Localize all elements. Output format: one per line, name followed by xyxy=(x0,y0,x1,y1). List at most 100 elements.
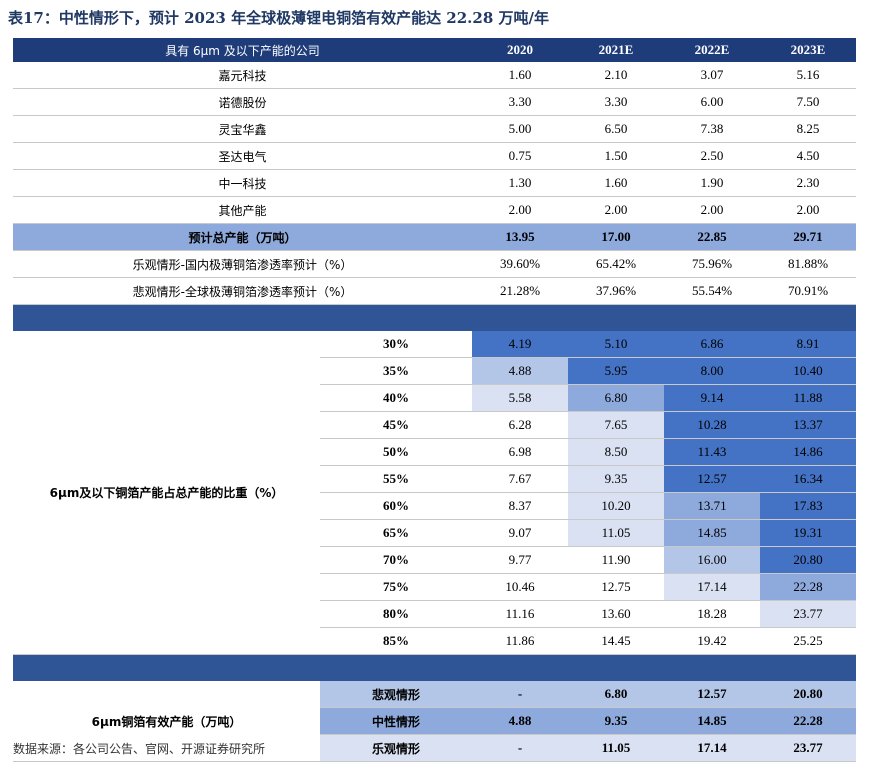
scenario-value: 17.14 xyxy=(664,734,760,762)
company-name: 其他产能 xyxy=(13,196,472,224)
ratio-value: 12.57 xyxy=(664,465,760,493)
value-cell: 4.50 xyxy=(760,142,856,170)
ratio-value: 11.86 xyxy=(472,627,568,655)
penetration-value: 75.96% xyxy=(664,250,760,278)
ratio-value: 6.80 xyxy=(568,384,664,412)
scenario-name: 乐观情形 xyxy=(320,734,472,762)
penetration-value: 55.54% xyxy=(664,277,760,305)
ratio-value: 12.75 xyxy=(568,573,664,601)
ratio-row: 6μm及以下铜箔产能占总产能的比重（%） 30% 4.19 5.10 6.86 8.91 xyxy=(13,331,856,655)
ratio-percent: 80% xyxy=(320,600,472,628)
ratio-value: 6.86 xyxy=(664,331,760,358)
company-name: 中一科技 xyxy=(13,169,472,197)
ratio-value: 19.31 xyxy=(760,519,856,547)
value-cell: 5.00 xyxy=(472,115,568,143)
ratio-value: 20.80 xyxy=(760,546,856,574)
ratio-row: 55% 7.67 9.35 12.57 16.34 xyxy=(13,465,856,493)
scenario-value: 23.77 xyxy=(760,734,856,762)
penetration-value: 81.88% xyxy=(760,250,856,278)
ratio-row: 80% 11.16 13.60 18.28 23.77 xyxy=(13,600,856,628)
value-cell: 3.07 xyxy=(664,62,760,89)
ratio-value: 10.20 xyxy=(568,492,664,520)
value-cell: 2.00 xyxy=(760,196,856,224)
penetration-row: 悲观情形-全球极薄铜箔渗透率预计（%） 21.28% 37.96% 55.54% 70.… xyxy=(13,277,856,305)
company-row: 其他产能 2.00 2.00 2.00 2.00 xyxy=(13,196,856,224)
ratio-value: 8.00 xyxy=(664,357,760,385)
ratio-row: 35% 4.88 5.95 8.00 10.40 xyxy=(13,357,856,385)
ratio-value: 11.90 xyxy=(568,546,664,574)
table-title: 表17：中性情形下，预计 2023 年全球极薄锂电铜箔有效产能达 22.28 万… xyxy=(8,9,549,27)
value-cell: 6.00 xyxy=(664,88,760,116)
ratio-row: 65% 9.07 11.05 14.85 19.31 xyxy=(13,519,856,547)
ratio-value: 9.07 xyxy=(472,519,568,547)
header-row: 具有 6μm 及以下产能的公司 2020 2021E 2022E 2023E xyxy=(13,38,856,62)
scenario-value: 6.80 xyxy=(568,681,664,708)
ratio-row: 85% 11.86 14.45 19.42 25.25 xyxy=(13,627,856,655)
company-row: 嘉元科技 1.60 2.10 3.07 5.16 xyxy=(13,62,856,89)
ratio-value: 5.58 xyxy=(472,384,568,412)
scenario-value: 22.28 xyxy=(760,707,856,735)
value-cell: 2.30 xyxy=(760,169,856,197)
scenario-value: 4.88 xyxy=(472,707,568,735)
ratio-value: 11.43 xyxy=(664,438,760,466)
ratio-value: 14.85 xyxy=(664,519,760,547)
blank-band xyxy=(13,304,856,331)
value-cell: 3.30 xyxy=(472,88,568,116)
value-cell: 2.00 xyxy=(568,196,664,224)
ratio-value: 22.28 xyxy=(760,573,856,601)
company-row: 诺德股份 3.30 3.30 6.00 7.50 xyxy=(13,88,856,116)
value-cell: 8.25 xyxy=(760,115,856,143)
value-cell: 5.16 xyxy=(760,62,856,89)
penetration-value: 37.96% xyxy=(568,277,664,305)
source-note: 数据来源：各公司公告、官网、开源证券研究所 xyxy=(13,742,266,756)
header-year: 2020 xyxy=(472,38,568,62)
header-year: 2023E xyxy=(760,38,856,62)
capacity-table: 具有 6μm 及以下产能的公司 2020 2021E 2022E 2023E 嘉… xyxy=(13,38,856,762)
total-value: 17.00 xyxy=(568,223,664,251)
ratio-percent: 30% xyxy=(320,331,472,358)
penetration-row: 乐观情形-国内极薄铜箔渗透率预计（%） 39.60% 65.42% 75.96% 81.… xyxy=(13,250,856,278)
value-cell: 1.60 xyxy=(568,169,664,197)
penetration-label: 悲观情形-全球极薄铜箔渗透率预计（%） xyxy=(13,277,472,305)
ratio-value: 10.40 xyxy=(760,357,856,385)
company-row: 中一科技 1.30 1.60 1.90 2.30 xyxy=(13,169,856,197)
scenario-value: 14.85 xyxy=(664,707,760,735)
ratio-value: 11.88 xyxy=(760,384,856,412)
scenario-value: 11.05 xyxy=(568,734,664,762)
ratio-percent: 65% xyxy=(320,519,472,547)
ratio-value: 5.10 xyxy=(568,331,664,358)
penetration-value: 39.60% xyxy=(472,250,568,278)
total-value: 22.85 xyxy=(664,223,760,251)
value-cell: 7.38 xyxy=(664,115,760,143)
value-cell: 0.75 xyxy=(472,142,568,170)
ratio-value: 7.65 xyxy=(568,411,664,439)
ratio-value: 10.28 xyxy=(664,411,760,439)
ratio-value: 17.83 xyxy=(760,492,856,520)
ratio-value: 5.95 xyxy=(568,357,664,385)
ratio-row: 40% 5.58 6.80 9.14 11.88 xyxy=(13,384,856,412)
table-body: 嘉元科技 1.60 2.10 3.07 5.16 诺德股份 3.30 3.30 6.00 7.50… xyxy=(13,62,856,762)
ratio-value: 11.05 xyxy=(568,519,664,547)
ratio-value: 16.34 xyxy=(760,465,856,493)
ratio-value: 6.28 xyxy=(472,411,568,439)
scenario-value: - xyxy=(472,734,568,762)
value-cell: 1.50 xyxy=(568,142,664,170)
ratio-value: 7.67 xyxy=(472,465,568,493)
ratio-value: 9.77 xyxy=(472,546,568,574)
ratio-value: 23.77 xyxy=(760,600,856,628)
ratio-value: 13.71 xyxy=(664,492,760,520)
scenario-row: 中性情形 4.88 9.35 14.85 22.28 xyxy=(13,707,856,735)
ratio-percent: 75% xyxy=(320,573,472,601)
total-row: 预计总产能（万吨） 13.95 17.00 22.85 29.71 xyxy=(13,223,856,251)
ratio-value: 10.46 xyxy=(472,573,568,601)
ratio-row: 70% 9.77 11.90 16.00 20.80 xyxy=(13,546,856,574)
blank-row xyxy=(13,304,856,331)
blank-band xyxy=(13,654,856,681)
blank-row xyxy=(13,654,856,681)
ratio-value: 19.42 xyxy=(664,627,760,655)
ratio-percent: 40% xyxy=(320,384,472,412)
ratio-value: 14.45 xyxy=(568,627,664,655)
value-cell: 2.00 xyxy=(472,196,568,224)
ratio-value: 17.14 xyxy=(664,573,760,601)
value-cell: 1.30 xyxy=(472,169,568,197)
